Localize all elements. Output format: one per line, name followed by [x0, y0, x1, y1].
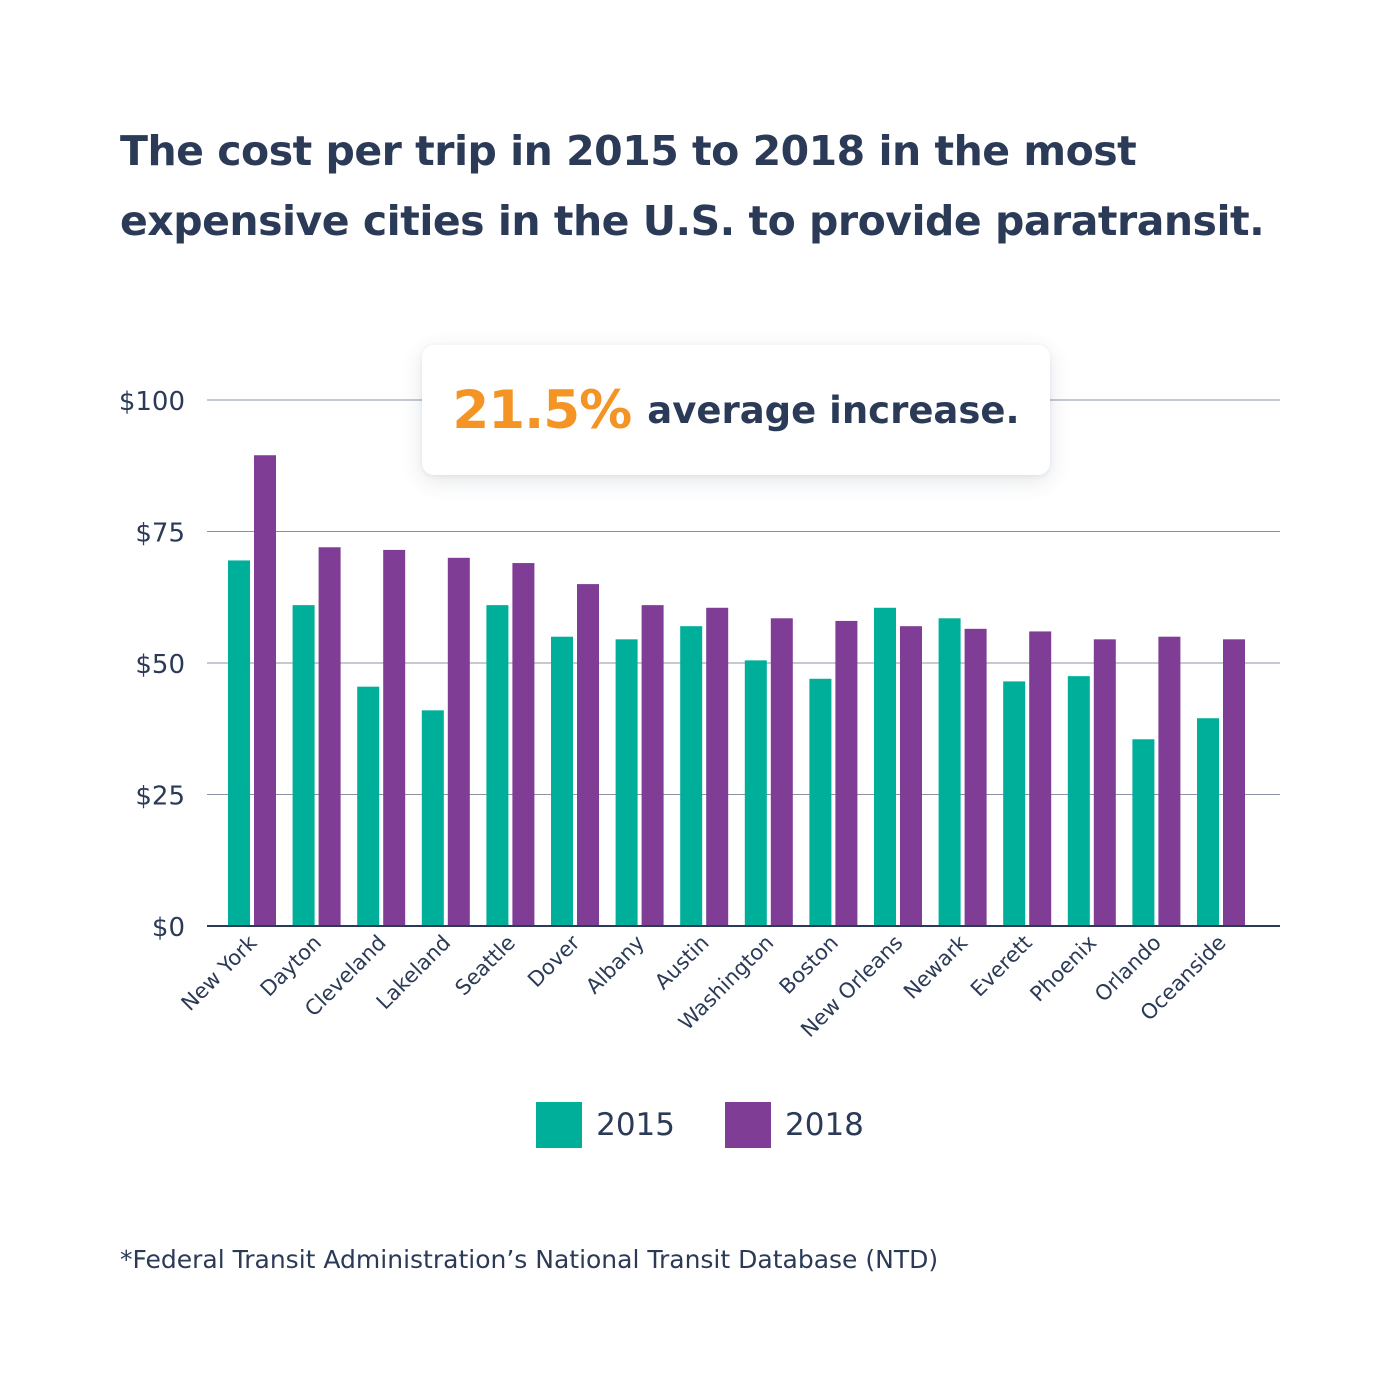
legend-swatch-2015 [536, 1102, 583, 1148]
x-tick-label: Phoenix [1025, 931, 1101, 1007]
bar-2015-washington [744, 660, 767, 926]
legend-swatch-2018 [725, 1102, 771, 1148]
bar-2018-new-york [254, 455, 276, 926]
bar-2018-lakeland [447, 557, 470, 926]
bar-2015-austin [680, 626, 703, 926]
x-tick-label: Albany [581, 931, 649, 999]
bar-2018-boston [835, 620, 858, 926]
bar-2015-dover [551, 636, 573, 926]
y-axis-tick-labels: $0 $25 $50 $75 $100 [119, 387, 185, 943]
bar-2015-phoenix [1067, 676, 1090, 926]
bars [228, 455, 1245, 926]
legend-label-2015: 2015 [596, 1107, 675, 1143]
average-increase-callout: 21.5% average increase. [422, 345, 1050, 475]
bar-2018-phoenix [1093, 639, 1116, 926]
y-tick-label: $25 [135, 782, 185, 812]
bar-2015-newark [938, 618, 961, 926]
y-tick-label: $0 [152, 913, 185, 943]
y-tick-label: $50 [135, 650, 185, 680]
bar-2015-lakeland [421, 710, 444, 926]
y-tick-label: $100 [119, 387, 185, 417]
x-tick-label: Newark [899, 930, 973, 1004]
bar-2018-orlando [1158, 636, 1181, 926]
bar-2015-boston [809, 678, 832, 926]
bar-2018-dover [577, 584, 599, 926]
source-footnote: *Federal Transit Administration’s Nation… [120, 1245, 939, 1274]
bar-2015-orlando [1132, 739, 1155, 926]
bar-2018-newark [964, 628, 987, 926]
x-tick-label: Seattle [450, 931, 520, 1001]
callout-text: average increase. [647, 388, 1020, 432]
bar-2015-albany [615, 639, 638, 926]
bar-2018-oceanside [1223, 639, 1245, 926]
bar-2018-seattle [512, 563, 535, 926]
bar-2018-cleveland [383, 549, 406, 926]
legend-item-2018: 2018 [725, 1102, 864, 1148]
bar-2018-dayton [318, 547, 341, 926]
bar-2015-cleveland [357, 686, 380, 926]
bar-2018-washington [770, 618, 793, 926]
bar-2015-dayton [292, 605, 315, 926]
bar-2018-new-orleans [900, 626, 922, 926]
legend-item-2015: 2015 [536, 1102, 675, 1148]
bar-2015-new-york [228, 560, 250, 926]
y-tick-label: $75 [135, 519, 185, 549]
bar-2018-austin [706, 607, 729, 926]
callout-value: 21.5% [452, 379, 632, 441]
bar-2015-oceanside [1197, 718, 1219, 926]
legend-label-2018: 2018 [785, 1107, 864, 1143]
bar-2018-albany [641, 605, 664, 926]
bar-2015-everett [1003, 681, 1026, 926]
x-tick-label: Dover [523, 930, 585, 992]
bar-2015-new-orleans [874, 607, 896, 926]
chart-title: The cost per trip in 2015 to 2018 in the… [120, 127, 1265, 245]
bar-2015-seattle [486, 605, 509, 926]
legend: 2015 2018 [0, 1102, 1400, 1148]
bar-2018-everett [1029, 631, 1052, 926]
x-tick-label: Austin [650, 931, 714, 995]
x-tick-label: New York [177, 930, 263, 1016]
